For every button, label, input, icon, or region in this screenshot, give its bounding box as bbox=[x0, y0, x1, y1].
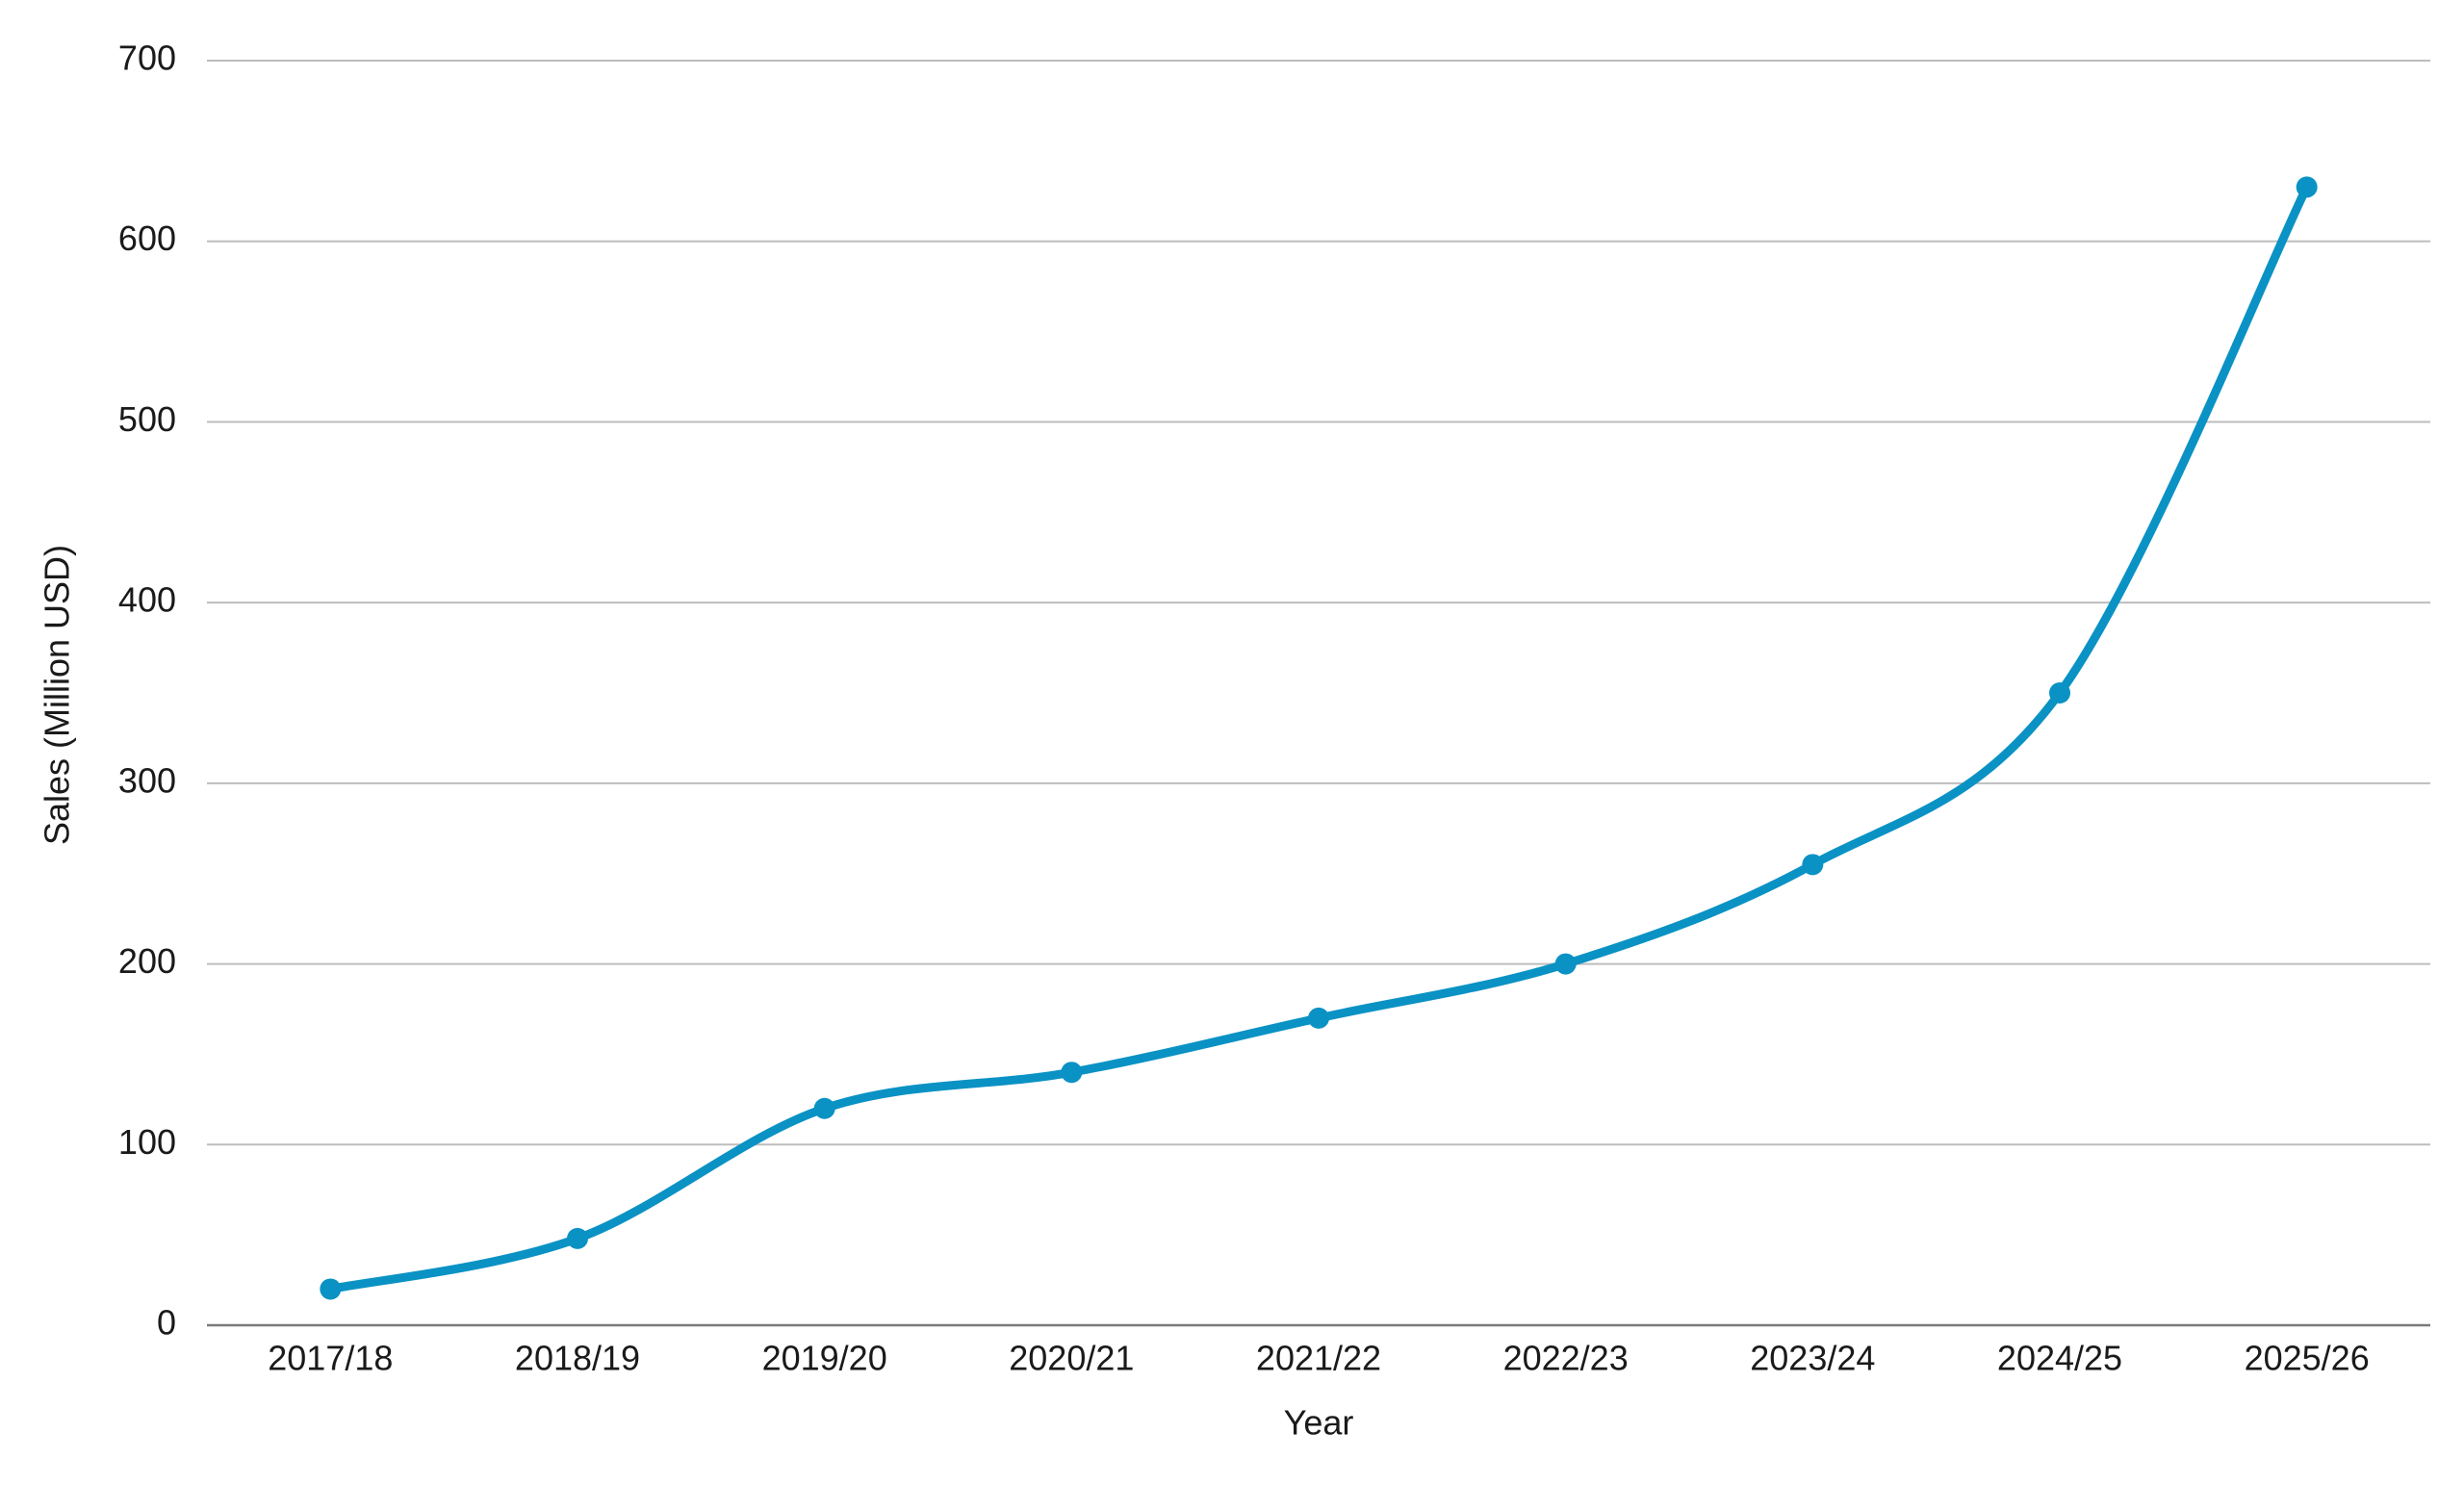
data-point-2021-22 bbox=[1308, 1007, 1329, 1029]
data-point-2023-24 bbox=[1802, 854, 1824, 876]
x-tick-label: 2019/20 bbox=[762, 1339, 887, 1378]
data-point-2025-26 bbox=[2296, 176, 2318, 198]
y-tick-label: 400 bbox=[118, 580, 176, 620]
x-tick-label: 2025/26 bbox=[2245, 1339, 2370, 1378]
data-point-2024-25 bbox=[2049, 682, 2070, 704]
y-tick-label: 600 bbox=[118, 218, 176, 258]
x-axis-ticks: 2017/18 2018/19 2019/20 2020/21 2021/22 2022/… bbox=[268, 1339, 2369, 1378]
series-layer bbox=[320, 176, 2318, 1300]
data-point-2019-20 bbox=[813, 1097, 835, 1119]
x-tick-label: 2021/22 bbox=[1256, 1339, 1381, 1378]
series-line bbox=[325, 182, 2312, 1293]
x-tick-label: 2022/23 bbox=[1503, 1339, 1629, 1378]
x-axis-title: Year bbox=[1284, 1403, 1354, 1443]
data-point-2022-23 bbox=[1554, 953, 1577, 975]
y-tick-label: 100 bbox=[118, 1122, 176, 1162]
y-tick-label: 200 bbox=[118, 941, 176, 981]
x-tick-label: 2020/21 bbox=[1009, 1339, 1134, 1378]
x-tick-label: 2024/25 bbox=[1997, 1339, 2122, 1378]
gridlines bbox=[207, 60, 2430, 1327]
data-point-2017-18 bbox=[320, 1278, 342, 1300]
y-tick-label: 500 bbox=[118, 399, 176, 439]
x-tick-label: 2023/24 bbox=[1750, 1339, 1875, 1378]
y-axis-ticks: 0 100 200 300 400 500 600 700 bbox=[118, 38, 176, 1343]
y-axis-title: Sales (Million USD) bbox=[38, 545, 77, 845]
y-tick-label: 300 bbox=[118, 760, 176, 800]
y-tick-label: 0 bbox=[157, 1303, 176, 1343]
data-point-2020-21 bbox=[1061, 1062, 1083, 1084]
data-point-2018-19 bbox=[567, 1227, 588, 1249]
x-tick-label: 2017/18 bbox=[268, 1339, 393, 1378]
y-tick-label: 700 bbox=[118, 38, 176, 78]
x-tick-label: 2018/19 bbox=[515, 1339, 640, 1378]
